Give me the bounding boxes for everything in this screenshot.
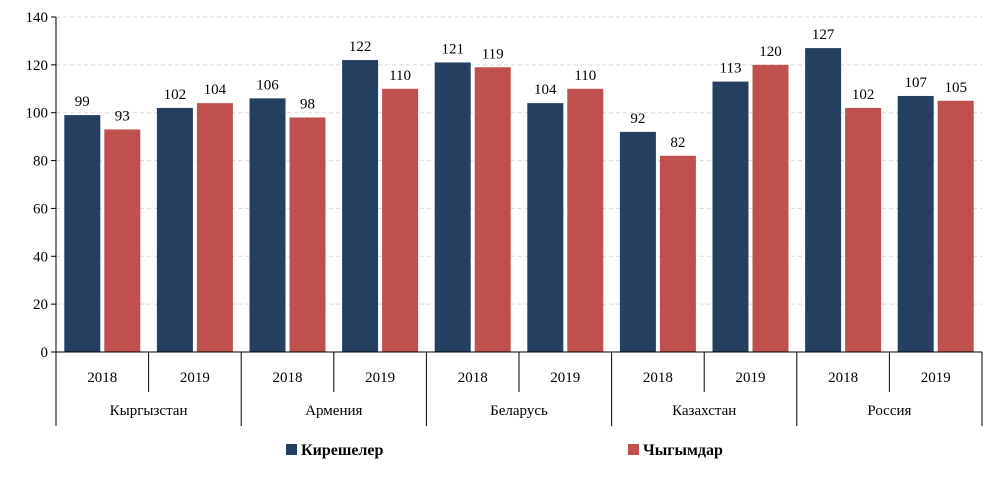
y-tick-label: 0 [41,345,49,361]
y-tick-label: 40 [33,249,48,265]
data-label: 120 [759,44,782,60]
bar [382,88,419,353]
legend-label: Чыгымдар [643,442,723,459]
x-tick-label-country: Казахстан [672,403,736,419]
bar [474,67,511,352]
y-tick-label: 80 [33,154,48,170]
x-tick-label-year: 2019 [550,370,580,386]
data-label: 106 [256,77,279,93]
bar [659,155,696,352]
bar [897,95,934,352]
data-label: 102 [852,87,875,103]
data-label: 113 [720,61,742,77]
data-label: 105 [944,80,967,96]
data-label: 98 [300,97,315,113]
x-tick-label-year: 2018 [87,370,117,386]
gridlines [56,16,982,305]
data-label: 119 [482,46,504,62]
bar [752,64,789,352]
bar [104,129,141,352]
data-label: 110 [574,68,596,84]
data-label: 110 [389,68,411,84]
bar [434,62,471,352]
data-labels: 99 93 102 104 106 98 122 110 121 119 104 110 92 82 113… [75,27,967,151]
data-label: 122 [349,39,372,55]
data-label: 127 [812,27,835,43]
x-axis: 2018 2019 Кыргызстан 2018 2019 Армения 2018 201… [55,351,983,426]
x-tick-label-year: 2018 [458,370,488,386]
data-label: 104 [534,82,557,98]
x-tick-label-country: Беларусь [490,403,548,419]
x-tick-label-year: 2019 [921,370,951,386]
bar [156,107,193,352]
bar [527,103,564,353]
y-tick-label: 20 [33,297,48,313]
y-tick-label: 100 [26,106,49,122]
legend-label: Кирешелер [301,442,384,459]
bar [249,98,286,352]
legend-swatch [628,444,639,455]
data-label: 92 [630,111,645,127]
y-axis: 0 20 40 60 80 100 120 140 [26,10,57,361]
bar [64,115,101,352]
data-label: 82 [670,135,685,151]
data-label: 104 [204,82,227,98]
bar [805,48,842,352]
x-tick-label-year: 2018 [643,370,673,386]
data-label: 121 [441,41,464,57]
bar [196,103,233,353]
y-tick-label: 60 [33,201,48,217]
bar [289,117,326,352]
bar [712,81,749,352]
x-tick-label-year: 2019 [180,370,210,386]
bar [845,107,882,352]
data-label: 102 [164,87,187,103]
bars [64,48,974,353]
x-tick-label-year: 2019 [365,370,395,386]
bar [937,100,974,352]
x-tick-label-year: 2018 [273,370,303,386]
x-tick-label-country: Армения [305,403,362,419]
bar [619,131,656,352]
y-tick-label: 140 [26,10,49,26]
x-tick-label-year: 2019 [736,370,766,386]
x-tick-label-year: 2018 [828,370,858,386]
x-tick-label-country: Кыргызстан [110,403,188,419]
x-tick-label-country: Россия [867,403,911,419]
bar [342,60,379,352]
data-label: 93 [115,108,130,124]
data-label: 99 [75,94,90,110]
y-tick-label: 120 [26,58,49,74]
legend-swatch [286,444,297,455]
bar [567,88,604,353]
data-label: 107 [904,75,927,91]
legend: Кирешелер Чыгымдар [286,442,723,459]
